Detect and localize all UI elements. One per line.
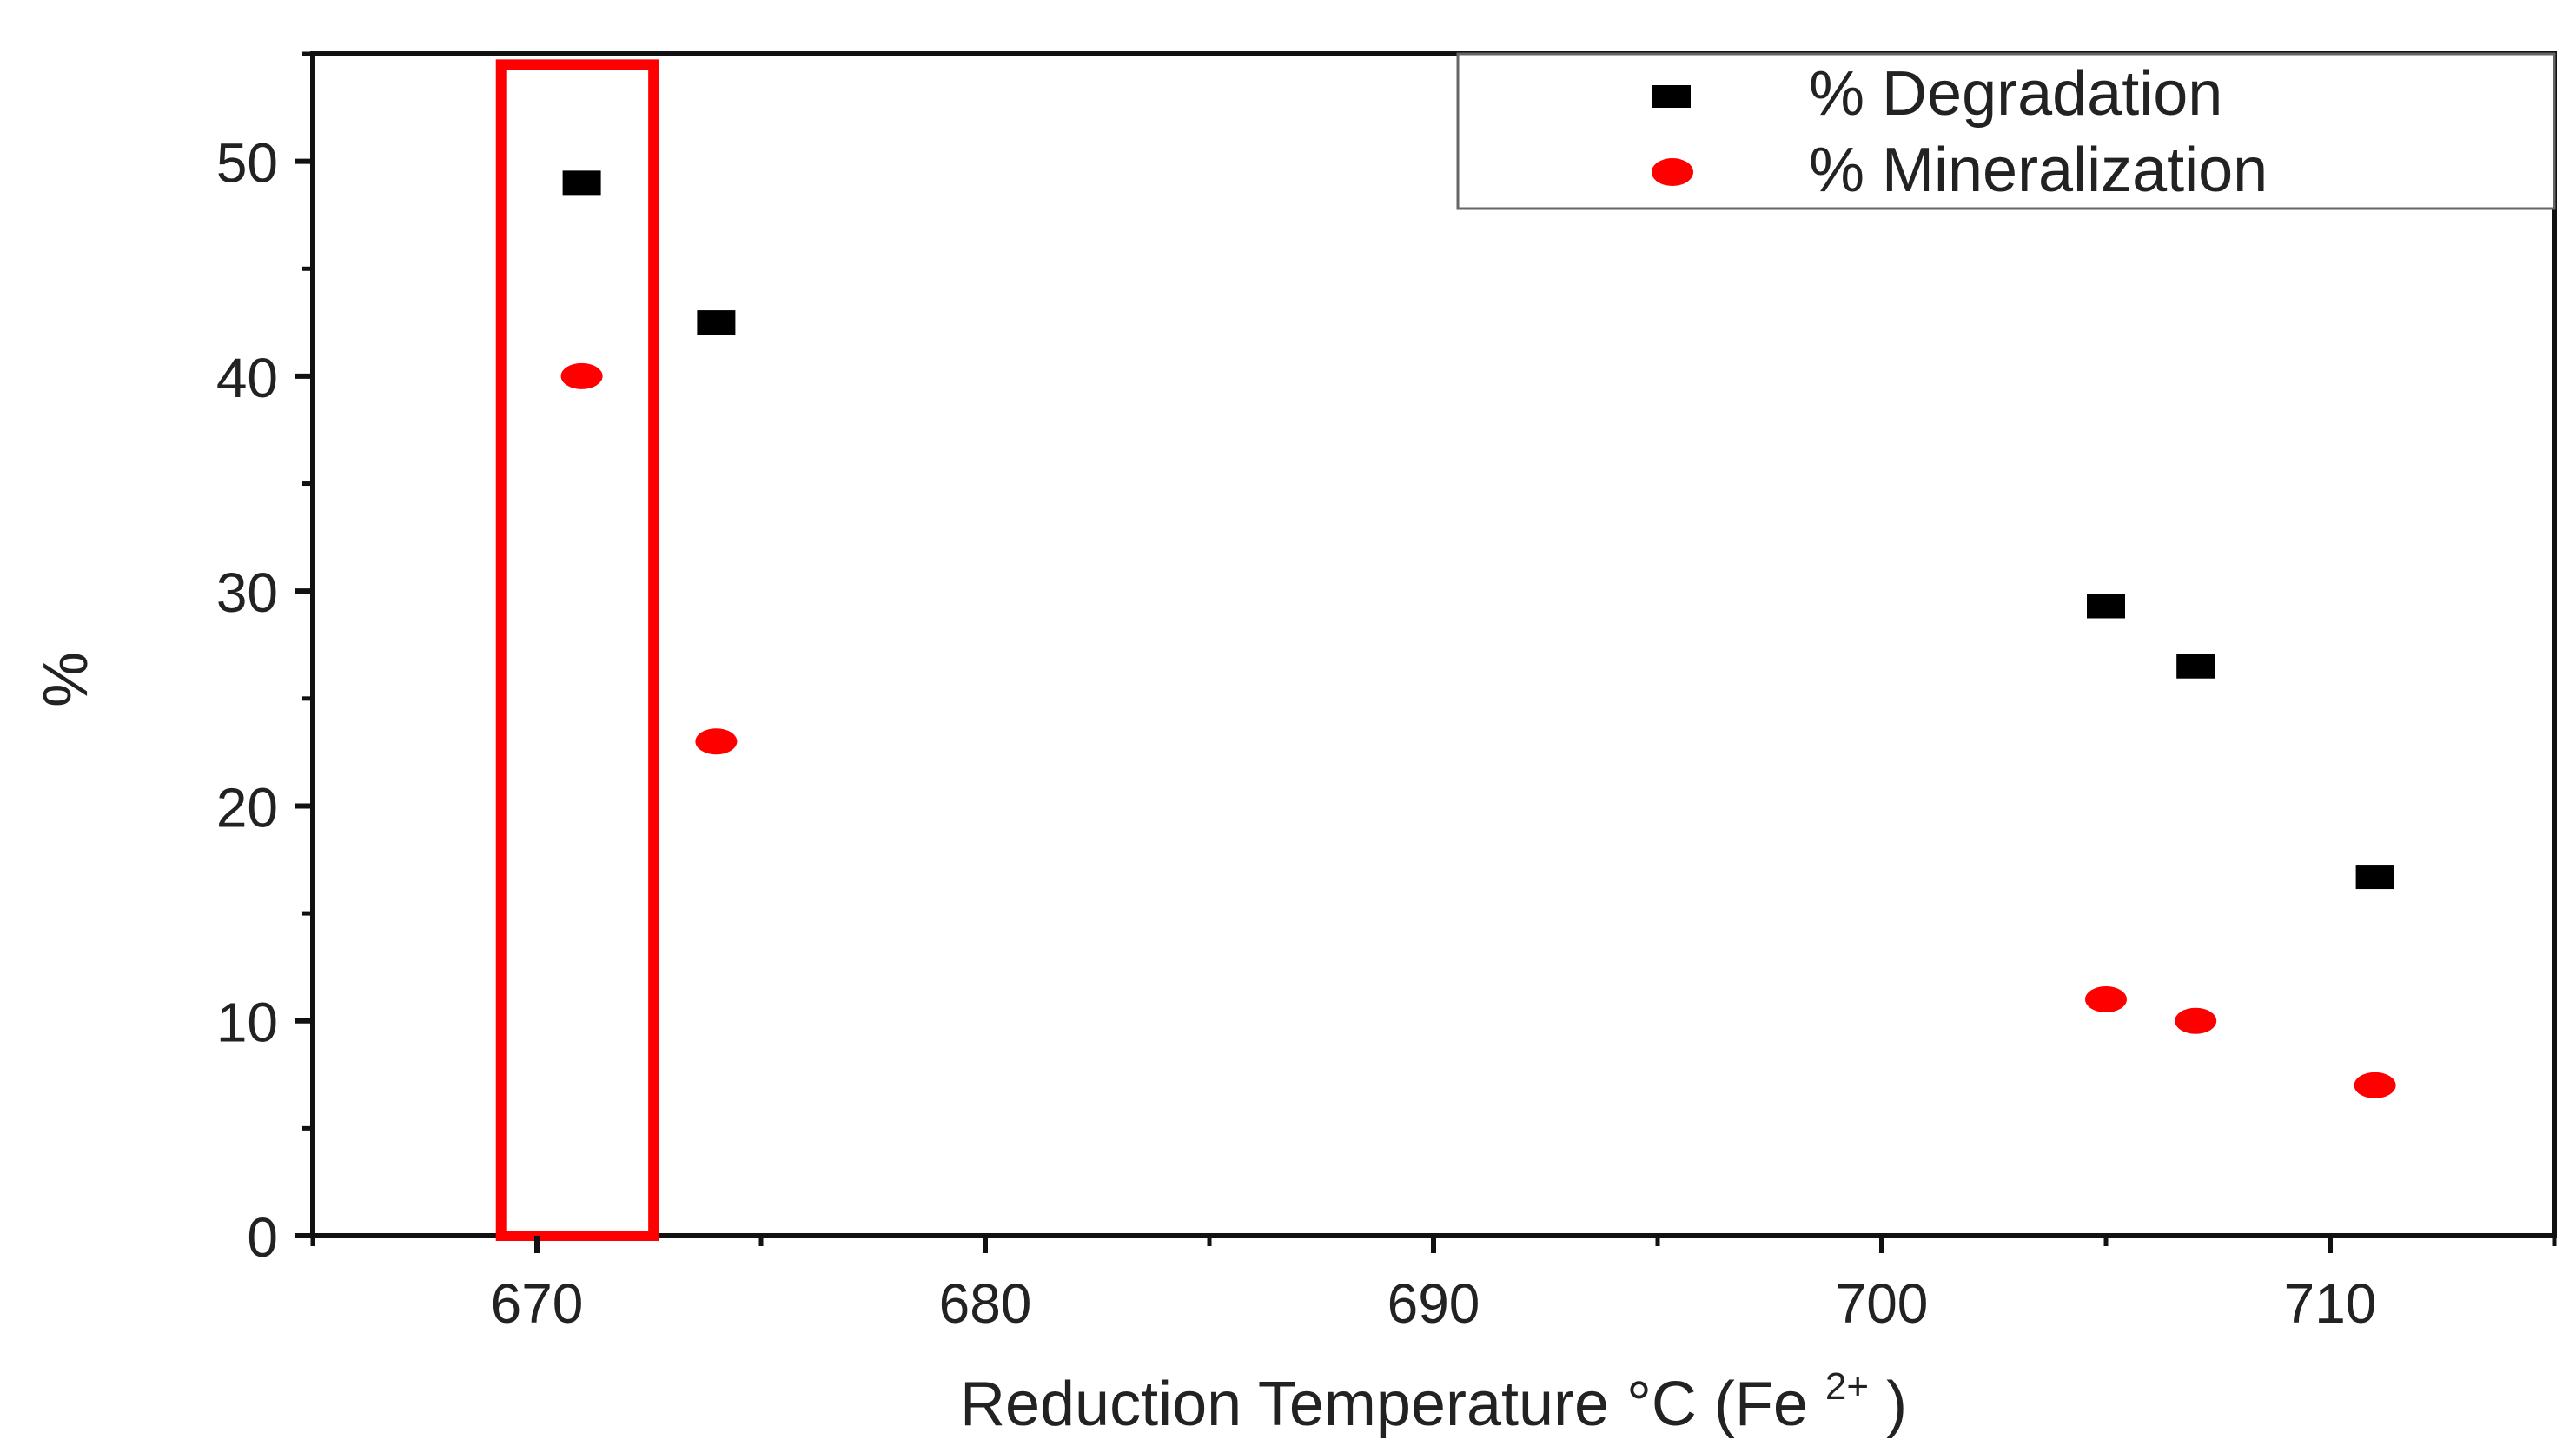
y-tick-label: 20 xyxy=(216,776,278,839)
mineralization-point xyxy=(2085,986,2127,1012)
legend-mineralization-label: % Mineralization xyxy=(1809,136,2268,205)
x-tick-label: 680 xyxy=(939,1272,1032,1335)
legend-mineralization-marker xyxy=(1652,158,1693,186)
x-axis-title: Reduction Temperature °C (Fe 2+ ) xyxy=(960,1344,1907,1439)
highlight-layer xyxy=(495,59,659,1241)
highlight-box xyxy=(495,59,659,1241)
degradation-point xyxy=(2176,654,2215,679)
y-tick-label: 0 xyxy=(247,1206,278,1269)
x-axis-title-superscript: 2+ xyxy=(1825,1365,1869,1408)
legend-degradation-marker xyxy=(1652,85,1691,108)
mineralization-point xyxy=(560,362,603,389)
data-points xyxy=(560,170,2396,1098)
y-tick-label: 40 xyxy=(216,347,278,409)
x-axis-title-main: Reduction Temperature °C (Fe xyxy=(960,1370,1808,1439)
degradation-point xyxy=(697,310,736,335)
mineralization-point xyxy=(695,728,738,755)
axis-ticks: 0 10 20 30 40 50 670 680 690 700 710 xyxy=(216,51,2557,1335)
degradation-point xyxy=(2087,594,2125,619)
mineralization-point xyxy=(2354,1072,2396,1098)
legend: % Degradation % Mineralization xyxy=(1456,52,2556,210)
y-tick-label: 50 xyxy=(216,132,278,195)
y-tick-label: 10 xyxy=(216,992,278,1054)
x-axis-title-suffix: ) xyxy=(1886,1370,1907,1439)
degradation-point xyxy=(562,170,601,196)
legend-box xyxy=(1456,52,2556,210)
x-tick-label: 700 xyxy=(1836,1272,1929,1335)
y-axis-title: % xyxy=(31,652,101,707)
y-tick-label: 30 xyxy=(216,561,278,624)
degradation-point xyxy=(2355,865,2394,890)
mineralization-point xyxy=(2175,1007,2217,1034)
legend-degradation-label: % Degradation xyxy=(1809,59,2222,129)
x-tick-label: 690 xyxy=(1387,1272,1480,1335)
x-tick-label: 670 xyxy=(491,1272,584,1335)
x-tick-label: 710 xyxy=(2284,1272,2377,1335)
